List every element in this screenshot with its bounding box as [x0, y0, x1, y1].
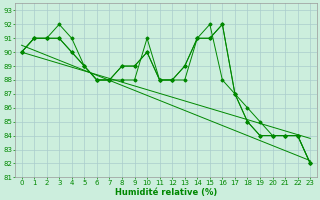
X-axis label: Humidité relative (%): Humidité relative (%) — [115, 188, 217, 197]
